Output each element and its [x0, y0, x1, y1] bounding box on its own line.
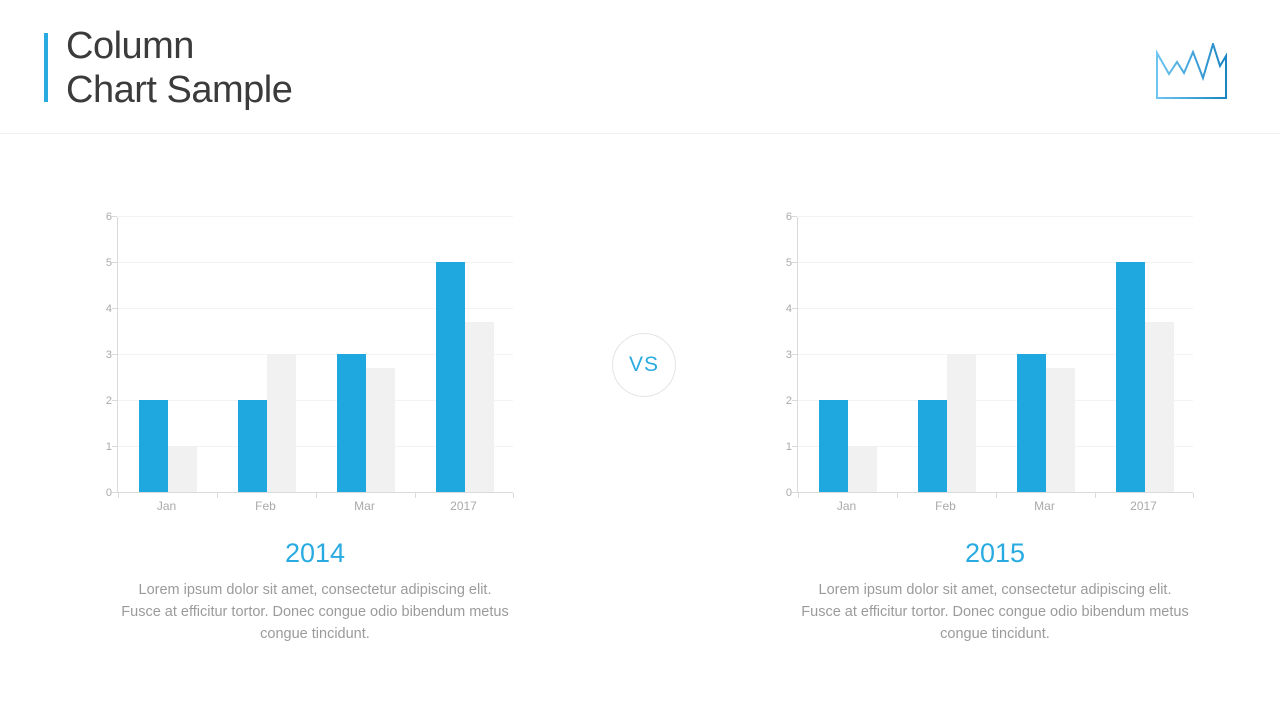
- x-axis-label-mar: Mar: [354, 499, 375, 513]
- y-axis-tick-4: [792, 308, 797, 309]
- gridline-5: [118, 262, 513, 263]
- y-axis-tick-6: [112, 216, 117, 217]
- caption-2014: 2014 Lorem ipsum dolor sit amet, consect…: [115, 538, 515, 645]
- y-axis-tick-5: [112, 262, 117, 263]
- gridline-4: [118, 308, 513, 309]
- x-axis-label-jan: Jan: [156, 499, 177, 513]
- bar-primary-mar: [336, 354, 366, 492]
- gridline-3: [118, 354, 513, 355]
- vs-label: VS: [628, 353, 659, 376]
- bar-primary-feb: [917, 400, 947, 492]
- page-title: Column Chart Sample: [66, 24, 293, 112]
- gridline-6: [118, 216, 513, 217]
- x-axis-label-mar: Mar: [1034, 499, 1055, 513]
- x-axis-label-2017: 2017: [450, 499, 477, 513]
- x-axis-tick-3: [1095, 493, 1096, 498]
- y-axis-label-5: 5: [105, 257, 112, 269]
- gridline-6: [798, 216, 1193, 217]
- y-axis-tick-1: [792, 446, 797, 447]
- gridline-1: [798, 446, 1193, 447]
- x-axis-tick-0: [798, 493, 799, 498]
- y-axis-tick-2: [792, 400, 797, 401]
- gridline-2: [798, 400, 1193, 401]
- gridline-4: [798, 308, 1193, 309]
- y-axis-label-6: 6: [785, 211, 792, 223]
- y-axis-label-3: 3: [105, 349, 112, 361]
- y-axis-label-4: 4: [105, 303, 112, 315]
- bar-primary-jan: [138, 400, 168, 492]
- page-title-line2: Chart Sample: [66, 69, 293, 111]
- bar-primary-mar: [1016, 354, 1046, 492]
- x-axis-label-feb: Feb: [255, 499, 276, 513]
- bar-primary-2017: [1115, 262, 1145, 492]
- y-axis-label-5: 5: [785, 257, 792, 269]
- y-axis-tick-6: [792, 216, 797, 217]
- x-axis-tick-1: [897, 493, 898, 498]
- x-axis-tick-2: [316, 493, 317, 498]
- y-axis-tick-0: [792, 492, 797, 493]
- vs-badge: VS: [612, 333, 676, 397]
- y-axis-label-1: 1: [105, 441, 112, 453]
- y-axis-tick-4: [112, 308, 117, 309]
- y-axis-label-1: 1: [785, 441, 792, 453]
- caption-text-left: Lorem ipsum dolor sit amet, consectetur …: [121, 582, 509, 642]
- y-axis-tick-1: [112, 446, 117, 447]
- gridline-2: [118, 400, 513, 401]
- y-axis-label-2: 2: [105, 395, 112, 407]
- gridline-5: [798, 262, 1193, 263]
- bar-secondary-mar: [365, 367, 395, 492]
- y-axis-label-6: 6: [105, 211, 112, 223]
- gridline-1: [118, 446, 513, 447]
- bar-secondary-feb: [266, 354, 296, 492]
- x-axis-tick-4: [513, 493, 514, 498]
- x-axis-tick-4: [1193, 493, 1194, 498]
- x-axis-tick-3: [415, 493, 416, 498]
- x-axis-label-jan: Jan: [836, 499, 857, 513]
- x-axis-label-feb: Feb: [935, 499, 956, 513]
- y-axis-label-2: 2: [785, 395, 792, 407]
- title-accent-bar: [44, 33, 48, 102]
- y-axis-label-0: 0: [785, 487, 792, 499]
- y-axis-label-3: 3: [785, 349, 792, 361]
- y-axis-tick-2: [112, 400, 117, 401]
- bar-chart-2014: 0 1 2 3 4 5 6 Jan Feb Mar 2017: [90, 205, 520, 515]
- x-axis-tick-0: [118, 493, 119, 498]
- page-title-line1: Column: [66, 25, 194, 67]
- bar-primary-jan: [818, 400, 848, 492]
- gridline-3: [798, 354, 1193, 355]
- caption-year-left: 2014: [284, 538, 346, 568]
- bar-secondary-2017: [1144, 321, 1174, 492]
- y-axis-tick-0: [112, 492, 117, 493]
- bar-primary-2017: [435, 262, 465, 492]
- bar-chart-2015-plot: 0 1 2 3 4 5 6: [786, 211, 1194, 499]
- bar-secondary-jan: [167, 446, 197, 492]
- bar-chart-2014-plot: 0 1 2 3 4 5 6: [106, 211, 514, 499]
- x-axis-label-2017: 2017: [1130, 499, 1157, 513]
- y-axis-tick-3: [792, 354, 797, 355]
- y-axis-label-0: 0: [105, 487, 112, 499]
- caption-year-right: 2015: [964, 538, 1026, 568]
- bar-secondary-mar: [1045, 367, 1075, 492]
- y-axis-tick-5: [792, 262, 797, 263]
- x-axis-tick-1: [217, 493, 218, 498]
- zigzag-line-chart-icon: [1156, 43, 1227, 99]
- bar-secondary-2017: [464, 321, 494, 492]
- y-axis-tick-3: [112, 354, 117, 355]
- y-axis-label-4: 4: [785, 303, 792, 315]
- x-axis-tick-2: [996, 493, 997, 498]
- caption-text-right: Lorem ipsum dolor sit amet, consectetur …: [801, 582, 1189, 642]
- bar-secondary-jan: [847, 446, 877, 492]
- header-divider: [0, 133, 1280, 134]
- caption-2015: 2015 Lorem ipsum dolor sit amet, consect…: [795, 538, 1195, 645]
- bar-chart-2015: 0 1 2 3 4 5 6 Jan Feb Mar 2017: [770, 205, 1200, 515]
- bar-secondary-feb: [946, 354, 976, 492]
- bar-primary-feb: [237, 400, 267, 492]
